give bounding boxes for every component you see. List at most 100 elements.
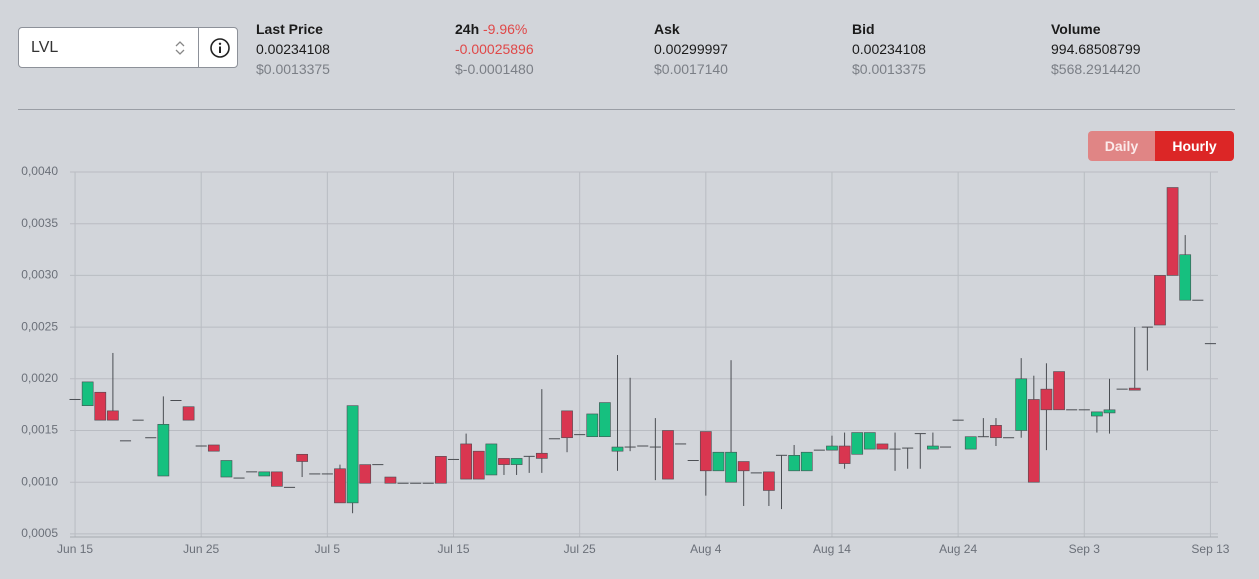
- y-tick-label: 0,0025: [21, 319, 58, 333]
- coin-selector[interactable]: LVL: [18, 27, 238, 68]
- candle-body: [838, 445, 851, 464]
- divider: [198, 28, 199, 67]
- candle-body: [800, 451, 813, 472]
- candle-body: [359, 464, 372, 484]
- stat-24h: 24h -9.96% -0.00025896 $-0.0001480: [455, 19, 534, 79]
- candle-body: [611, 446, 624, 452]
- candle-body: [535, 452, 548, 459]
- candle-body: [334, 468, 346, 504]
- candle-body: [472, 450, 485, 480]
- stat-ask: Ask 0.00299997 $0.0017140: [654, 19, 728, 79]
- stat-label: Last Price: [256, 21, 323, 37]
- y-tick-label: 0,0030: [21, 268, 58, 282]
- candle-body: [1053, 371, 1065, 411]
- x-tick-label: Sep 13: [1191, 542, 1229, 556]
- stat-value: 994.68508799: [1051, 41, 1141, 57]
- y-tick-label: 0,0035: [21, 216, 58, 230]
- daily-button[interactable]: Daily: [1088, 131, 1155, 161]
- stat-value: -0.00025896: [455, 41, 534, 57]
- candle-body: [737, 461, 750, 472]
- candle-body: [586, 413, 599, 438]
- divider-line: [18, 109, 1235, 110]
- candle-body: [220, 460, 233, 478]
- candle-body: [346, 405, 359, 504]
- stat-usd: $568.2914420: [1051, 61, 1141, 77]
- x-tick-label: Sep 3: [1069, 542, 1101, 556]
- y-tick-label: 0,0015: [21, 423, 58, 437]
- y-tick-label: 0,0040: [21, 164, 58, 178]
- candle-body: [863, 432, 876, 450]
- candle-body: [927, 445, 939, 450]
- candle-body: [561, 410, 573, 439]
- candle-body: [182, 406, 195, 421]
- select-arrows: [175, 41, 185, 55]
- stat-label: Ask: [654, 21, 680, 37]
- x-tick-label: Jun 15: [57, 542, 93, 556]
- y-tick-label: 0,0005: [21, 526, 58, 540]
- stat-value: 0.00234108: [852, 41, 926, 57]
- info-button[interactable]: [209, 37, 231, 59]
- candle-body: [258, 471, 271, 477]
- y-tick-label: 0,0010: [21, 474, 58, 488]
- candle-body: [384, 476, 397, 484]
- candle-body: [662, 430, 674, 480]
- x-tick-label: Jul 5: [315, 542, 341, 556]
- candle-body: [964, 436, 977, 450]
- candle-body: [460, 443, 472, 480]
- stat-usd: $0.0013375: [256, 61, 330, 77]
- candle-body: [725, 451, 737, 483]
- candle-body: [1015, 378, 1028, 431]
- candle-body: [485, 443, 498, 476]
- candle-body: [1154, 275, 1166, 326]
- y-tick-label: 0,0020: [21, 371, 58, 385]
- x-tick-label: Jul 15: [437, 542, 469, 556]
- candle-body: [788, 455, 800, 472]
- candle-body: [435, 456, 447, 484]
- stat-label: 24h: [455, 21, 480, 37]
- stat-usd: $-0.0001480: [455, 61, 534, 77]
- hourly-button[interactable]: Hourly: [1155, 131, 1234, 161]
- stat-label: Volume: [1051, 21, 1101, 37]
- candle-body: [826, 445, 838, 451]
- stat-bid: Bid 0.00234108 $0.0013375: [852, 19, 926, 79]
- stat-change: -9.96%: [483, 21, 528, 37]
- candle-body: [1027, 399, 1040, 483]
- stat-volume: Volume 994.68508799 $568.2914420: [1051, 19, 1141, 79]
- candle-body: [510, 458, 523, 465]
- x-tick-label: Aug 24: [939, 542, 977, 556]
- candle-body: [851, 432, 864, 455]
- candle-body: [271, 471, 283, 487]
- x-tick-label: Jul 25: [564, 542, 596, 556]
- stat-last: Last Price 0.00234108 $0.0013375: [256, 19, 330, 79]
- candle-body: [599, 402, 611, 438]
- candle-body: [157, 423, 170, 477]
- candle-body: [712, 451, 725, 472]
- selector-value: LVL: [31, 39, 59, 56]
- candle-body: [1128, 387, 1141, 391]
- stat-label: Bid: [852, 21, 875, 37]
- candle-body: [94, 391, 107, 421]
- candle-body: [1166, 187, 1179, 276]
- x-tick-label: Jun 25: [183, 542, 219, 556]
- candle-body: [1040, 388, 1053, 411]
- candle-body: [763, 471, 775, 491]
- candle-body: [1179, 254, 1192, 301]
- candle-body: [699, 431, 712, 472]
- x-tick-label: Aug 4: [690, 542, 722, 556]
- stat-value: 0.00234108: [256, 41, 330, 57]
- stat-value: 0.00299997: [654, 41, 728, 57]
- candle-body: [498, 458, 510, 465]
- stat-usd: $0.0017140: [654, 61, 728, 77]
- candle-body: [1103, 409, 1116, 414]
- candle-body: [81, 381, 94, 406]
- candle-body: [1091, 411, 1103, 417]
- stat-usd: $0.0013375: [852, 61, 926, 77]
- candle-body: [107, 410, 119, 421]
- candle-body: [876, 443, 889, 450]
- x-tick-label: Aug 14: [813, 542, 851, 556]
- candle-body: [990, 425, 1002, 439]
- candle-body: [207, 444, 220, 452]
- candle-body: [296, 453, 308, 462]
